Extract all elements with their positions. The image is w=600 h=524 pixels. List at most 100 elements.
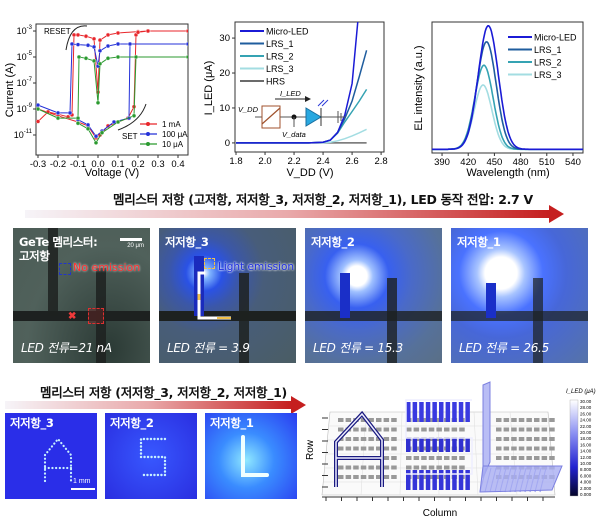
- led-cell-off: [549, 456, 555, 460]
- led-cell-off: [428, 446, 435, 451]
- led-cell-off: [518, 418, 525, 422]
- data-point: [127, 41, 133, 47]
- led-cell-off: [428, 465, 435, 470]
- reset-annotation: RESET: [44, 27, 71, 36]
- series-group: [36, 28, 188, 146]
- y-axis-label: Current (A): [4, 63, 16, 117]
- led-cell-off: [511, 418, 517, 422]
- colorbar-tick-label: 28.00: [580, 405, 592, 410]
- led-current: LED 전류=21 nA: [21, 341, 112, 355]
- x-tick-label: -0.1: [70, 159, 86, 170]
- led-cell-off: [541, 418, 548, 422]
- light-rays-icon: [317, 99, 329, 107]
- letter-s-bar: [452, 438, 457, 452]
- led-cell-off: [526, 456, 532, 460]
- data-point: [185, 28, 188, 34]
- data-point: [97, 48, 103, 54]
- legend-marker: [146, 132, 150, 136]
- data-point: [91, 58, 97, 64]
- no-emission-label: No emission: [73, 261, 141, 274]
- letter-s-bar: [439, 438, 444, 452]
- led-cell-off: [338, 427, 344, 432]
- led-cell-off: [345, 446, 352, 451]
- middle-title: 멤리스터 저항 (고저항, 저저항_3, 저저항_2, 저저항_1), LED …: [113, 192, 533, 207]
- x-tick-label: 2.2: [287, 156, 300, 167]
- led-cell-off: [360, 437, 367, 441]
- legend-label: Micro-LED: [266, 27, 309, 37]
- led-marker: [204, 258, 215, 269]
- data-point: [115, 54, 121, 60]
- letter-s-bar: [406, 438, 411, 452]
- letter-l-horizontal-bar: [479, 465, 563, 493]
- led-cell-off: [391, 456, 397, 460]
- electrode-line: [48, 228, 58, 316]
- electrode-line: [159, 311, 296, 321]
- colorbar-tick-label: 24.00: [580, 418, 592, 423]
- inset-vdd-label: V_DD: [238, 105, 259, 114]
- letter-s-bar: [425, 438, 431, 452]
- led-cell-off: [526, 418, 532, 422]
- led-cell-off: [459, 427, 465, 432]
- y-axis-label: Row: [305, 439, 316, 460]
- led-cell-off: [444, 465, 450, 470]
- legend-label: LRS_1: [266, 39, 294, 49]
- letter-s-bar: [445, 470, 451, 490]
- letter-s-bar: [406, 402, 411, 422]
- letter-s-bar: [406, 470, 411, 490]
- letter-l-vertical-bar: [482, 381, 491, 479]
- memristor-marker: [88, 308, 104, 324]
- data-point: [115, 30, 121, 36]
- letter-s-bar: [419, 438, 424, 452]
- x-tick-label: 2.4: [316, 156, 329, 167]
- led-marker: [59, 263, 71, 275]
- letter-s-highlight: [405, 399, 473, 475]
- electrode-line: [486, 283, 496, 318]
- electrode-line: [13, 311, 150, 321]
- x-tick-label: 0.1: [111, 159, 124, 170]
- led-cell-off: [368, 418, 374, 422]
- led-cell-off: [496, 427, 502, 432]
- legend-label: LRS_2: [266, 52, 294, 62]
- letter-s-bar: [432, 438, 437, 452]
- data-point: [67, 110, 73, 116]
- led-cell-off: [436, 427, 442, 432]
- led-cell-off: [421, 465, 427, 470]
- inset-current-label: I_LED: [280, 89, 301, 98]
- x-axis-label: Column: [423, 508, 457, 519]
- data-point: [75, 42, 81, 47]
- y-tick-label: 10-5: [17, 51, 33, 62]
- led-cell-off: [428, 475, 435, 479]
- legend-marker: [146, 122, 150, 126]
- series-line: [432, 25, 583, 151]
- x-tick-label: 0.3: [151, 159, 164, 170]
- led-cell-off: [383, 475, 390, 479]
- y-tick-label: 10-7: [17, 77, 33, 88]
- led-cell-off: [534, 456, 540, 460]
- data-point: [105, 43, 111, 49]
- electrode-line: [96, 268, 106, 363]
- led-cell-off: [459, 465, 465, 470]
- led-cell-off: [345, 475, 352, 479]
- led-cell-off: [413, 456, 420, 460]
- array-photo-lrs3: 저저항_3 1 mm: [5, 413, 97, 499]
- series-line: [236, 50, 368, 144]
- blocked-icon: ✖: [68, 311, 77, 322]
- led-cell-off: [376, 465, 382, 470]
- panel-label: 저저항_1: [210, 416, 254, 430]
- led-cell-off: [511, 446, 517, 451]
- led-cell-off: [360, 465, 367, 470]
- letter-a-pattern: [43, 437, 73, 483]
- y-tick-label: 10-9: [17, 103, 33, 114]
- led-cell-off: [421, 427, 427, 432]
- circuit-inset: I_LED V_DD V_data: [238, 89, 345, 139]
- letter-s-bar: [465, 402, 470, 422]
- data-point: [93, 134, 99, 139]
- y-tick-label: 30: [219, 33, 230, 44]
- led-cell-off: [421, 418, 427, 422]
- x-tick-label: 390: [434, 157, 450, 168]
- led-cell-off: [549, 437, 555, 441]
- legend-label: Micro-LED: [534, 33, 577, 43]
- led-cell-off: [360, 475, 367, 479]
- photo-hrs: GeTe 멤리스터: 고저항 20 μm No emission ✖ LED 전…: [13, 228, 150, 363]
- led-cell-off: [511, 427, 517, 432]
